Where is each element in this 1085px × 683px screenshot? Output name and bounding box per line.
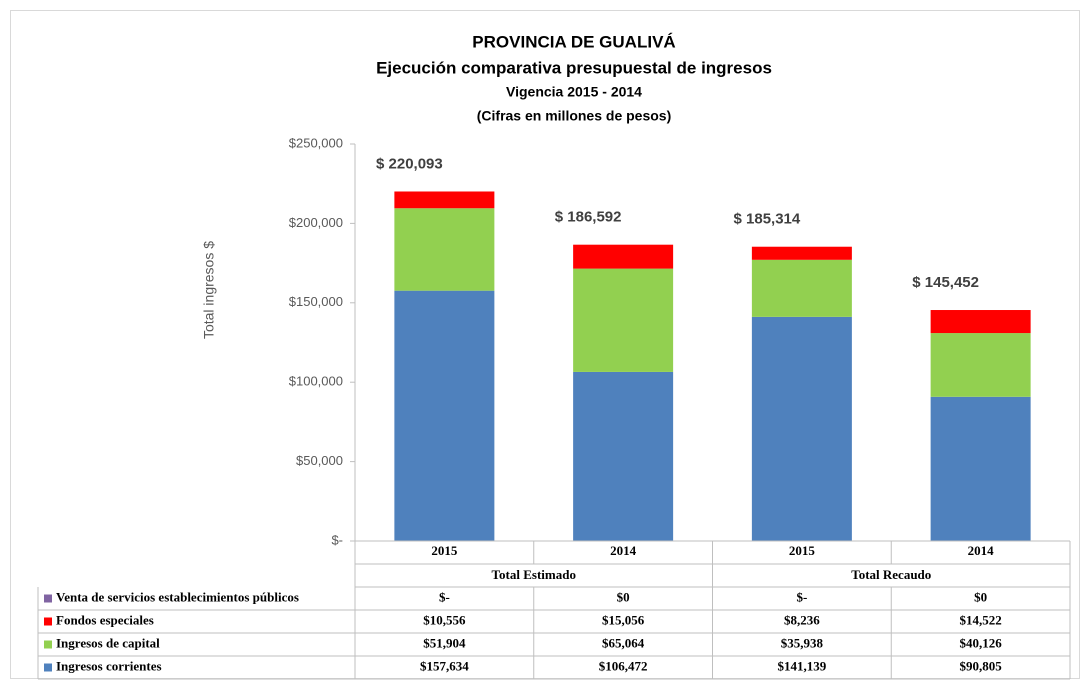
y-tick-label: $250,000	[289, 135, 343, 150]
table-value: $-	[796, 589, 807, 604]
group-label: Total Recaudo	[851, 567, 931, 582]
bar-segment	[751, 246, 852, 260]
table-value: $-	[439, 589, 450, 604]
y-tick-label: $50,000	[296, 453, 343, 468]
x-tick-label: 2015	[789, 543, 816, 558]
table-value: $65,064	[602, 635, 645, 650]
table-value: $8,236	[784, 612, 820, 627]
y-tick-label: $100,000	[289, 374, 343, 389]
bar-segment	[573, 244, 674, 269]
total-label: $ 185,314	[734, 211, 801, 228]
total-label: $ 145,452	[912, 274, 979, 291]
table-value: $35,938	[781, 635, 824, 650]
x-tick-label: 2014	[610, 543, 637, 558]
bar-segment	[751, 259, 852, 317]
table-value: $0	[617, 589, 630, 604]
legend-label: Fondos especiales	[56, 612, 154, 627]
table-value: $0	[974, 589, 987, 604]
chart-title: PROVINCIA DE GUALIVÁ	[472, 32, 675, 51]
legend-label: Venta de servicios establecimientos públ…	[56, 589, 299, 604]
bar-segment	[930, 310, 1031, 334]
chart-subtitle: (Cifras en millones de pesos)	[477, 108, 672, 124]
bar-segment	[394, 290, 495, 541]
bar-segment	[573, 268, 674, 372]
table-value: $141,139	[778, 658, 827, 673]
legend-swatch	[44, 663, 52, 672]
legend-swatch	[44, 617, 52, 626]
table-value: $14,522	[960, 612, 1002, 627]
legend-label: Ingresos de capital	[56, 635, 160, 650]
chart-subtitle: Ejecución comparativa presupuestal de in…	[376, 58, 772, 77]
table-value: $10,556	[423, 612, 466, 627]
y-tick-label: $200,000	[289, 215, 343, 230]
bar-segment	[573, 371, 674, 541]
bar-segment	[930, 396, 1031, 541]
table-value: $15,056	[602, 612, 645, 627]
table-value: $157,634	[420, 658, 469, 673]
bar-segment	[394, 208, 495, 291]
y-tick-label: $-	[331, 532, 343, 547]
bar-segment	[751, 316, 852, 541]
total-label: $ 186,592	[555, 209, 622, 226]
bar-segment	[394, 191, 495, 209]
y-axis-label: Total ingresos $	[201, 241, 217, 339]
table-value: $90,805	[960, 658, 1003, 673]
chart-subtitle: Vigencia 2015 - 2014	[506, 84, 642, 100]
table-value: $51,904	[423, 635, 466, 650]
legend-swatch	[44, 640, 52, 649]
x-tick-label: 2015	[431, 543, 458, 558]
chart-frame	[10, 10, 1080, 679]
y-tick-label: $150,000	[289, 294, 343, 309]
bar-segment	[930, 333, 1031, 397]
legend-swatch	[44, 594, 52, 603]
group-label: Total Estimado	[492, 567, 576, 582]
total-label: $ 220,093	[376, 155, 443, 172]
table-value: $106,472	[599, 658, 648, 673]
x-tick-label: 2014	[968, 543, 995, 558]
table-value: $40,126	[960, 635, 1003, 650]
legend-label: Ingresos corrientes	[56, 658, 162, 673]
